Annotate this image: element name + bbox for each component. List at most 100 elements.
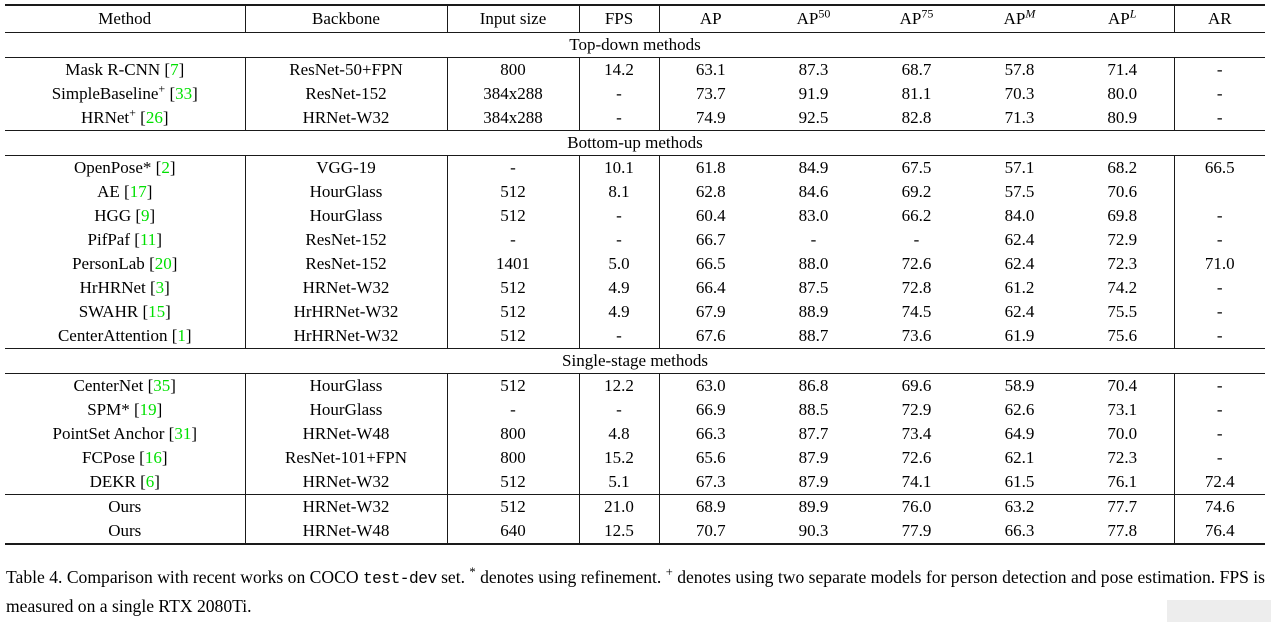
fps-cell: -	[579, 324, 660, 349]
citation-link[interactable]: 11	[139, 230, 157, 249]
fps-cell: 10.1	[579, 155, 660, 180]
fps-cell: 4.8	[579, 422, 660, 446]
citation-link[interactable]: 33	[175, 84, 193, 103]
citation-link[interactable]: 1	[177, 326, 186, 345]
apl-cell: 69.8	[1071, 204, 1175, 228]
input-cell: 800	[447, 446, 580, 470]
citation-link[interactable]: 17	[129, 182, 147, 201]
input-cell: 512	[447, 373, 580, 398]
input-cell: -	[447, 398, 580, 422]
ap-cell: 66.5	[695, 254, 726, 273]
ap75-cell: 73.6	[901, 326, 932, 345]
apl-cell: 72.3	[1071, 446, 1175, 470]
ap50-cell: 83.0	[798, 206, 829, 225]
ar-cell	[1174, 180, 1265, 204]
backbone-cell: VGG-19	[245, 155, 448, 180]
apl-cell: 74.2	[1071, 276, 1175, 300]
ap75-cell: 66.2	[901, 206, 932, 225]
apm-cell: 71.3	[1004, 108, 1035, 127]
method-name: Mask R-CNN	[65, 60, 161, 79]
method-name: HRNet	[80, 108, 130, 127]
ar-cell: -	[1216, 108, 1223, 127]
backbone-cell: HRNet-W32	[245, 470, 448, 495]
apm-cell: 62.6	[1004, 400, 1035, 419]
fps-cell: 21.0	[579, 494, 660, 519]
input-cell: 800	[447, 422, 580, 446]
ap75-cell: 76.0	[865, 494, 968, 519]
ap75-cell: 74.5	[901, 302, 932, 321]
citation-link[interactable]: 20	[154, 254, 172, 273]
method-sup-marker: +	[129, 106, 136, 120]
method-cell: HrHRNet [3]	[5, 276, 246, 300]
citation-link[interactable]: 2	[161, 158, 170, 177]
section-title: Top-down methods	[5, 32, 1265, 58]
citation-link[interactable]: 3	[155, 278, 165, 297]
method-sup-marker: +	[158, 82, 166, 96]
ap75-cell: 69.6	[901, 376, 932, 395]
citation-link[interactable]: 6	[145, 472, 155, 491]
col-header-sup: 50	[818, 6, 831, 21]
ap50-cell: 87.7	[798, 424, 829, 443]
input-cell: 1401	[447, 252, 580, 276]
ap75-cell: 69.2	[901, 182, 932, 201]
col-header-sup: L	[1129, 6, 1137, 21]
input-cell: 512	[447, 300, 580, 324]
citation-link[interactable]: 19	[139, 400, 157, 419]
method-name: FCPose	[81, 448, 135, 467]
method-name: CenterAttention	[57, 326, 168, 345]
ap-cell: 66.3	[695, 424, 726, 443]
citation-link[interactable]: 15	[148, 302, 166, 321]
ap50-cell: 86.8	[798, 376, 829, 395]
input-cell: 384x288	[447, 106, 580, 131]
method-name: Ours	[108, 521, 142, 540]
method-cell: DEKR [6]	[5, 470, 246, 495]
citation-link[interactable]: 26	[145, 108, 163, 127]
citation-link[interactable]: 35	[153, 376, 171, 395]
ar-cell: 76.4	[1204, 521, 1235, 540]
apl-cell: 75.6	[1071, 324, 1175, 349]
caption-text-2: set.	[436, 567, 470, 587]
method-cell: CenterNet [35]	[5, 373, 246, 398]
apm-cell: 57.8	[1004, 60, 1035, 79]
input-cell: 384x288	[447, 82, 580, 106]
table-row: DEKR [6] HRNet-W32 512 5.1 67.3 87.9 74.1 61.5 7…	[5, 470, 1265, 495]
ar-cell: 66.5	[1204, 158, 1235, 177]
ap-cell: 68.9	[659, 494, 762, 519]
method-name: PifPaf	[87, 230, 131, 249]
section-header-row: Single-stage methods	[5, 348, 1265, 374]
ap-cell: 67.9	[695, 302, 726, 321]
ap50-cell: 88.9	[798, 302, 829, 321]
apm-cell: 84.0	[1004, 206, 1035, 225]
backbone-cell: HourGlass	[245, 180, 448, 204]
method-name: SPM*	[87, 400, 130, 419]
apm-cell: 62.4	[1004, 230, 1035, 249]
fps-cell: 4.9	[579, 300, 660, 324]
ap-cell: 66.7	[695, 230, 726, 249]
fps-cell: -	[579, 82, 660, 106]
table-row: Ours HRNet-W48 640 12.5 70.7 90.3 77.9 66.3 77.8…	[5, 519, 1265, 544]
ap-cell: 60.4	[695, 206, 726, 225]
citation-link[interactable]: 16	[144, 448, 162, 467]
caption-text-3: denotes using refinement.	[475, 567, 666, 587]
table-row: CenterNet [35] HourGlass 512 12.2 63.0 86.8 69…	[5, 373, 1265, 398]
citation-link[interactable]: 9	[141, 206, 150, 225]
ap-cell: 63.1	[695, 60, 726, 79]
citation-link[interactable]: 31	[174, 424, 192, 443]
method-cell: PifPaf [11]	[5, 228, 246, 252]
citation-link[interactable]: 7	[170, 60, 179, 79]
table-row: FCPose [16] ResNet-101+FPN 800 15.2 65.6 87.9…	[5, 446, 1265, 470]
ap-cell: 74.9	[695, 108, 726, 127]
apl-cell: 76.1	[1071, 470, 1175, 495]
input-cell: 640	[447, 519, 580, 544]
ar-cell: -	[1216, 302, 1223, 321]
ap75-cell: 73.4	[901, 424, 932, 443]
caption-text-4: denotes using two separate models for pe…	[6, 567, 1266, 616]
ap50-cell: 84.9	[798, 158, 829, 177]
apl-cell: 75.5	[1071, 300, 1175, 324]
backbone-cell: HRNet-W32	[245, 276, 448, 300]
ap75-cell: 68.7	[901, 60, 932, 79]
apl-cell: 73.1	[1071, 398, 1175, 422]
ar-cell: -	[1216, 326, 1223, 345]
method-cell: PointSet Anchor [31]	[5, 422, 246, 446]
ap-cell: 65.6	[695, 448, 726, 467]
